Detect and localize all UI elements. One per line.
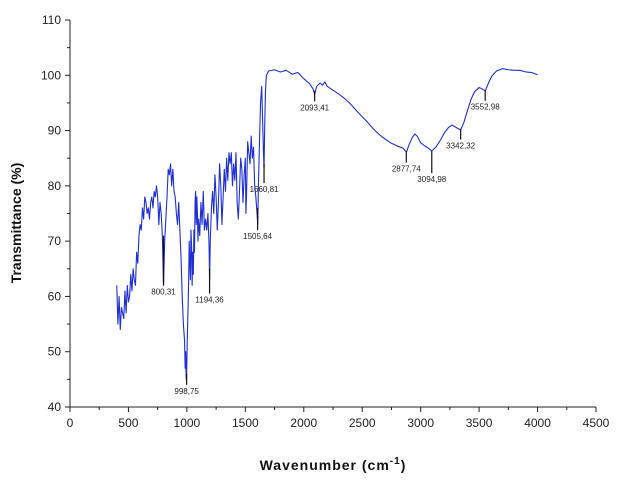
y-tick-label: 70: [48, 234, 62, 248]
peak-label: 1660,81: [250, 185, 279, 194]
peak-label: 1505,64: [243, 232, 272, 241]
y-tick-label: 60: [48, 289, 62, 303]
x-tick-label: 4000: [524, 416, 551, 430]
x-tick-label: 500: [118, 416, 138, 430]
peak-label: 998,75: [174, 387, 199, 396]
series-layer: [116, 68, 538, 380]
peak-label: 1194,36: [195, 296, 224, 305]
y-tick-label: 80: [48, 179, 62, 193]
x-tick-label: 0: [67, 416, 74, 430]
y-axis-ticks: 40 50 60 70 80 90 100 110: [41, 13, 70, 414]
x-tick-label: 1500: [232, 416, 259, 430]
peak-label: 3552,98: [471, 103, 500, 112]
peak-label: 2093,41: [300, 103, 329, 112]
x-tick-label: 2000: [290, 416, 317, 430]
peak-label: 800,31: [151, 287, 176, 296]
peak-label: 3094,98: [417, 175, 446, 184]
y-tick-label: 100: [41, 68, 61, 82]
x-tick-label: 1000: [174, 416, 201, 430]
y-tick-label: 40: [48, 400, 62, 414]
x-axis-title-main: Wavenumber (cm: [260, 457, 390, 473]
y-tick-label: 50: [48, 345, 62, 359]
x-tick-label: 4500: [583, 416, 610, 430]
x-axis-ticks: 0 500 1000 1500 2000 2500 3000 3500 4000 4500: [67, 407, 610, 430]
y-tick-label: 110: [42, 13, 61, 27]
peak-annotations: 800,31 998,75 1194,36 1505,64 1660,81 2093,41…: [151, 90, 500, 396]
x-axis-title-superscript: -1: [390, 456, 401, 467]
x-axis-title-close: ): [401, 457, 407, 473]
x-axis-title: Wavenumber (cm-1): [260, 456, 407, 473]
spectrum-line: [116, 68, 538, 380]
peak-label: 3342,32: [446, 141, 475, 150]
x-tick-label: 3000: [407, 416, 434, 430]
y-axis-title: Transmittance (%): [8, 163, 24, 284]
x-tick-label: 2500: [349, 416, 376, 430]
peak-label: 2877,74: [392, 165, 421, 174]
x-tick-label: 3500: [466, 416, 493, 430]
y-tick-label: 90: [48, 124, 62, 138]
